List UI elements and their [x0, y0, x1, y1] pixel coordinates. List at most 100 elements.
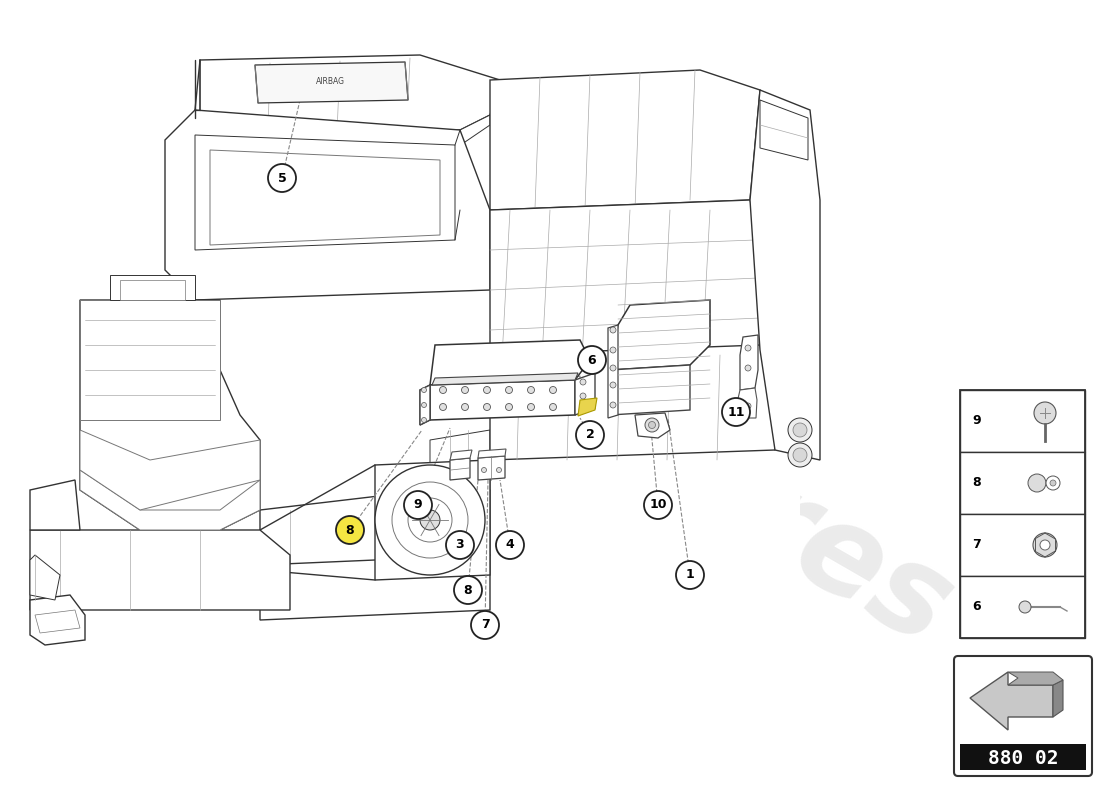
Text: a passion for parts since 1985: a passion for parts since 1985 [402, 374, 759, 596]
Circle shape [496, 531, 524, 559]
Circle shape [1033, 533, 1057, 557]
Text: 3: 3 [455, 538, 464, 551]
Polygon shape [255, 62, 408, 103]
Circle shape [550, 403, 557, 410]
Polygon shape [1053, 680, 1063, 717]
Circle shape [793, 423, 807, 437]
Text: 7: 7 [481, 618, 490, 631]
Circle shape [644, 491, 672, 519]
Circle shape [462, 403, 469, 410]
FancyBboxPatch shape [960, 576, 1085, 638]
Text: 4: 4 [506, 538, 515, 551]
Polygon shape [610, 300, 710, 370]
Polygon shape [35, 610, 80, 633]
Text: 8: 8 [345, 523, 354, 537]
Circle shape [550, 386, 557, 394]
Polygon shape [80, 430, 260, 510]
Circle shape [484, 386, 491, 394]
Circle shape [506, 386, 513, 394]
Polygon shape [578, 398, 597, 416]
Text: 1: 1 [685, 569, 694, 582]
Polygon shape [970, 672, 1053, 730]
Circle shape [482, 467, 486, 473]
Circle shape [408, 498, 452, 542]
FancyBboxPatch shape [960, 390, 1085, 452]
Text: 5: 5 [277, 171, 286, 185]
Polygon shape [478, 456, 505, 480]
FancyBboxPatch shape [960, 744, 1086, 770]
Circle shape [421, 387, 427, 393]
Text: 7: 7 [972, 538, 981, 551]
Polygon shape [30, 480, 80, 530]
Text: 6: 6 [587, 354, 596, 366]
Polygon shape [260, 555, 490, 620]
Circle shape [649, 422, 656, 429]
Polygon shape [375, 460, 490, 580]
Circle shape [745, 403, 751, 409]
Polygon shape [420, 385, 430, 425]
Text: 8: 8 [464, 583, 472, 597]
Circle shape [745, 345, 751, 351]
Text: 6: 6 [972, 601, 980, 614]
Circle shape [578, 346, 606, 374]
Polygon shape [610, 365, 690, 415]
Polygon shape [432, 373, 578, 385]
Circle shape [610, 365, 616, 371]
FancyBboxPatch shape [960, 452, 1085, 514]
Text: Eurospares: Eurospares [228, 170, 972, 670]
Polygon shape [30, 530, 290, 610]
Circle shape [528, 403, 535, 410]
Circle shape [440, 403, 447, 410]
Polygon shape [30, 555, 60, 600]
Polygon shape [737, 388, 757, 418]
Circle shape [420, 510, 440, 530]
Text: 8: 8 [972, 477, 980, 490]
Text: 880 02: 880 02 [988, 749, 1058, 767]
Polygon shape [80, 300, 260, 530]
Polygon shape [760, 100, 808, 160]
Circle shape [788, 443, 812, 467]
Polygon shape [478, 449, 506, 458]
Polygon shape [430, 380, 575, 420]
FancyBboxPatch shape [954, 656, 1092, 776]
Polygon shape [490, 345, 776, 460]
Polygon shape [80, 300, 220, 420]
Polygon shape [80, 470, 260, 530]
Polygon shape [120, 280, 185, 300]
Circle shape [528, 386, 535, 394]
Circle shape [1046, 476, 1060, 490]
Polygon shape [210, 150, 440, 245]
Circle shape [1028, 474, 1046, 492]
Polygon shape [195, 55, 500, 135]
Polygon shape [195, 135, 455, 250]
Polygon shape [490, 200, 760, 360]
Circle shape [576, 421, 604, 449]
Circle shape [446, 531, 474, 559]
Polygon shape [575, 373, 595, 415]
Circle shape [580, 393, 586, 399]
Circle shape [580, 405, 586, 411]
Polygon shape [110, 275, 195, 300]
Circle shape [421, 402, 427, 407]
Circle shape [745, 365, 751, 371]
Polygon shape [200, 115, 490, 148]
Circle shape [496, 467, 502, 473]
Polygon shape [490, 70, 760, 210]
Circle shape [392, 482, 468, 558]
Circle shape [610, 347, 616, 353]
Circle shape [580, 379, 586, 385]
Text: 10: 10 [649, 498, 667, 511]
FancyBboxPatch shape [960, 514, 1085, 576]
Circle shape [375, 465, 485, 575]
Circle shape [471, 611, 499, 639]
Circle shape [484, 403, 491, 410]
Circle shape [454, 576, 482, 604]
Text: 11: 11 [727, 406, 745, 418]
Circle shape [610, 327, 616, 333]
Polygon shape [430, 340, 590, 385]
Polygon shape [420, 385, 430, 425]
Text: 2: 2 [585, 429, 594, 442]
Circle shape [336, 516, 364, 544]
Polygon shape [608, 325, 618, 418]
Circle shape [676, 561, 704, 589]
